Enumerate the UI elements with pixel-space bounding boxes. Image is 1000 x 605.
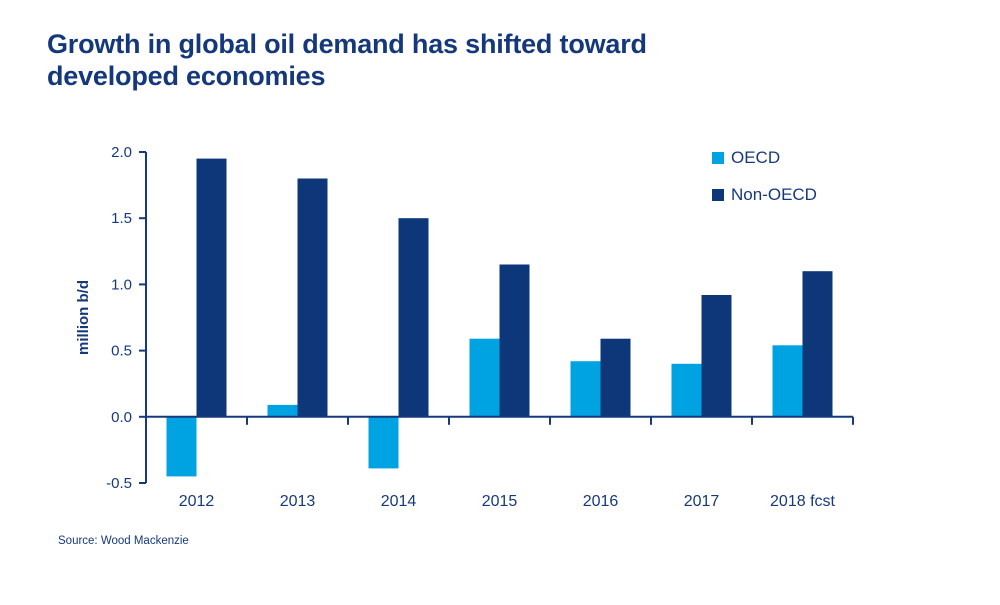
y-axis-title: million b/d bbox=[75, 280, 92, 355]
bar-Non-OECD-2015 bbox=[499, 264, 530, 417]
x-category-label: 2017 bbox=[684, 493, 720, 510]
chart-title: Growth in global oil demand has shifted … bbox=[47, 29, 647, 92]
y-tick-label: 2.0 bbox=[111, 144, 132, 161]
bar-Non-OECD-2012 bbox=[196, 158, 227, 417]
bar-OECD-2015 bbox=[469, 338, 500, 417]
y-tick-label: -0.5 bbox=[106, 475, 132, 492]
bar-Non-OECD-2018 fcst bbox=[802, 271, 833, 417]
y-tick-label: 1.0 bbox=[111, 276, 132, 293]
y-tick-label: 0.0 bbox=[111, 409, 132, 426]
x-category-label: 2012 bbox=[179, 493, 215, 510]
x-category-label: 2014 bbox=[381, 493, 417, 510]
x-category-label: 2015 bbox=[482, 493, 518, 510]
x-category-label: 2013 bbox=[280, 493, 316, 510]
non-oecd-swatch-icon bbox=[712, 189, 724, 201]
bar-Non-OECD-2016 bbox=[600, 338, 631, 417]
y-tick-label: 0.5 bbox=[111, 343, 132, 360]
bar-OECD-2014 bbox=[368, 416, 399, 469]
legend-label-non-oecd: Non-OECD bbox=[731, 185, 817, 204]
oecd-swatch-icon bbox=[712, 152, 724, 164]
x-category-label: 2018 fcst bbox=[770, 493, 835, 510]
bar-OECD-2018 fcst bbox=[772, 345, 803, 417]
bar-Non-OECD-2013 bbox=[297, 178, 328, 417]
bar-OECD-2017 bbox=[671, 363, 702, 417]
x-category-label: 2016 bbox=[583, 493, 619, 510]
legend: OECD Non-OECD bbox=[712, 148, 817, 223]
legend-label-oecd: OECD bbox=[731, 148, 781, 167]
bar-OECD-2016 bbox=[570, 361, 601, 417]
bar-Non-OECD-2017 bbox=[701, 295, 732, 417]
legend-item-oecd: OECD bbox=[712, 148, 817, 167]
bar-OECD-2012 bbox=[166, 416, 197, 477]
y-tick-label: 1.5 bbox=[111, 210, 132, 227]
bar-Non-OECD-2014 bbox=[398, 218, 429, 417]
bar-OECD-2013 bbox=[267, 404, 298, 417]
legend-item-non-oecd: Non-OECD bbox=[712, 185, 817, 204]
source-note: Source: Wood Mackenzie bbox=[58, 535, 189, 547]
